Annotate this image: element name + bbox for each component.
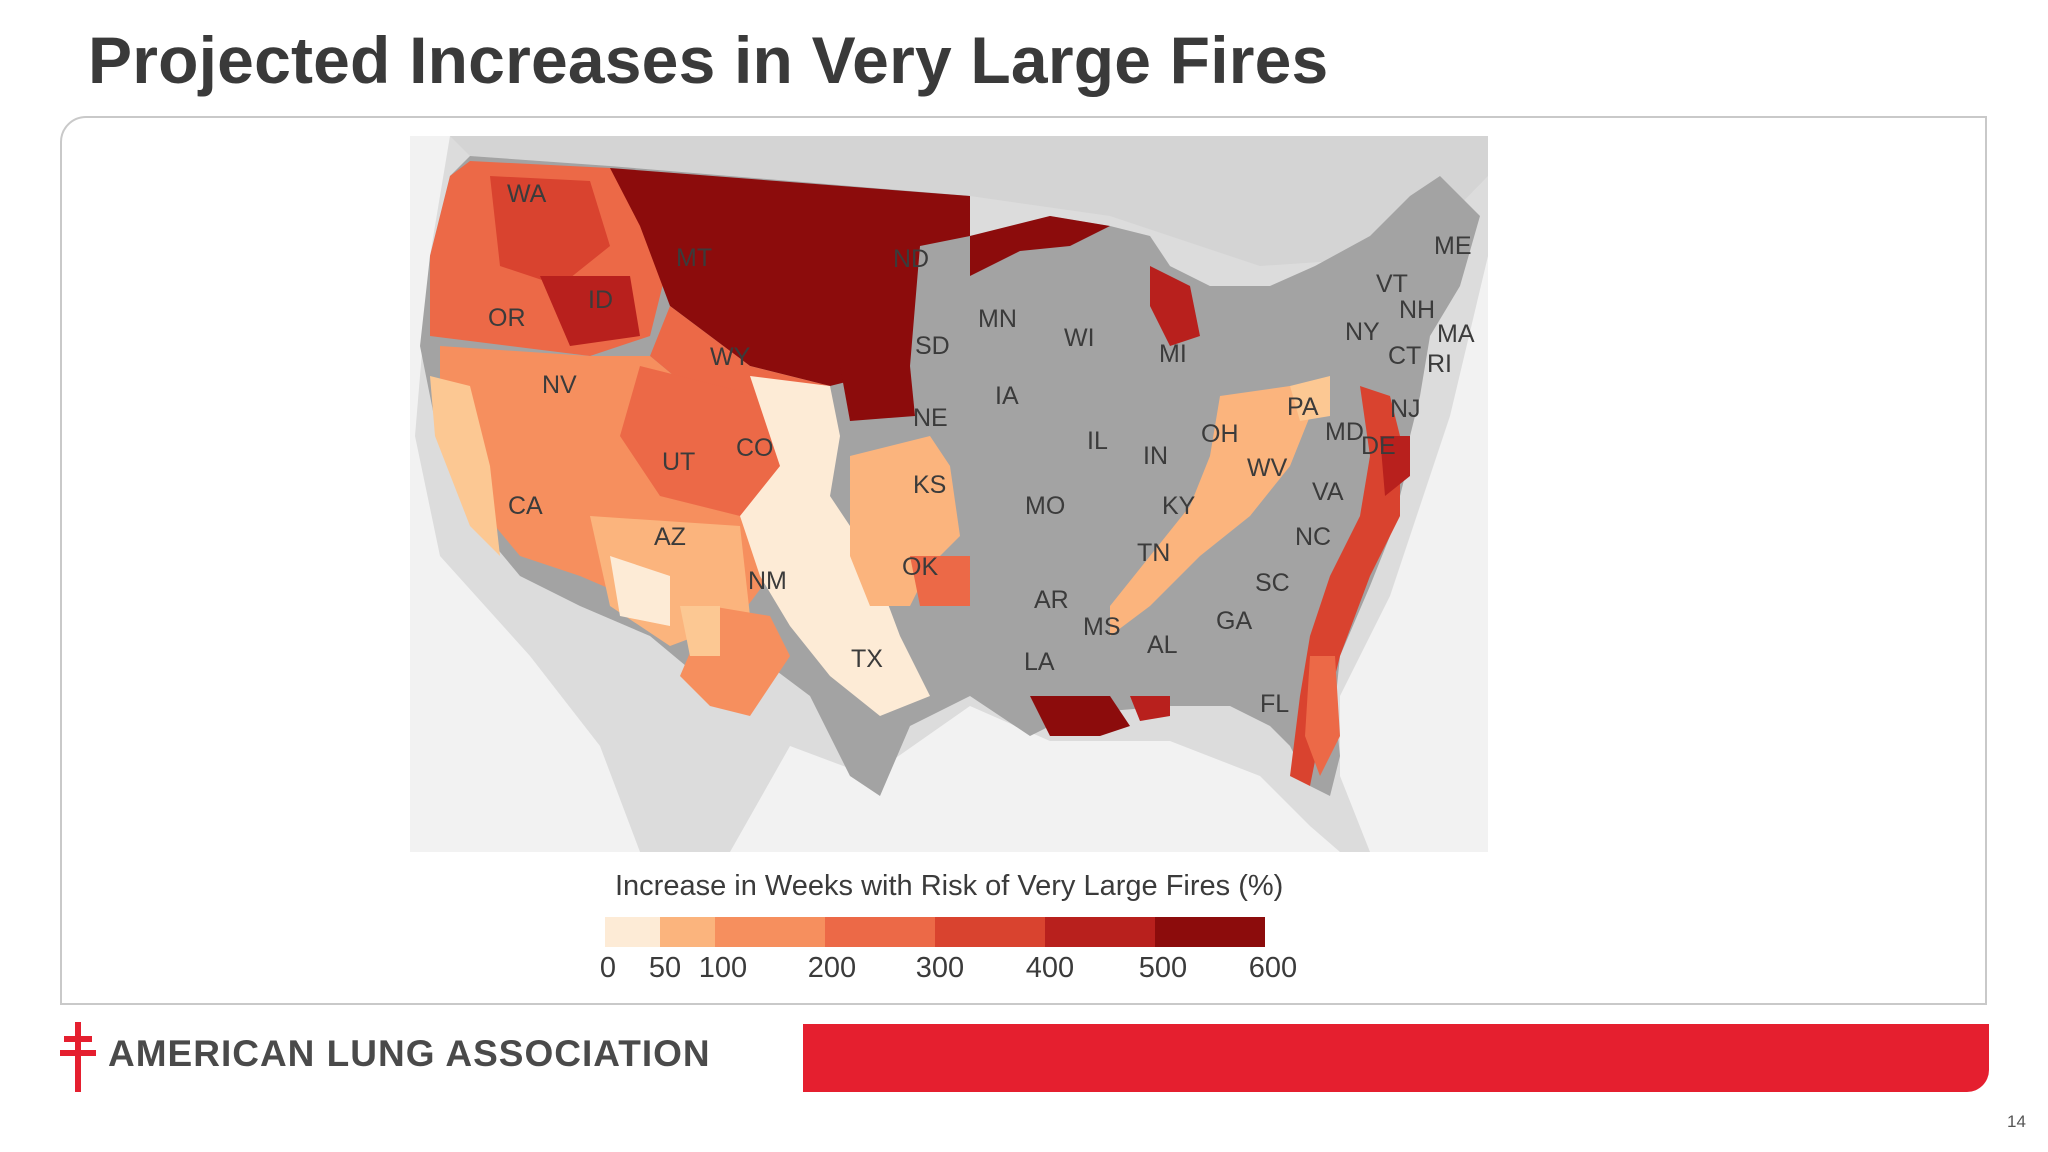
state-label-mi: MI xyxy=(1159,340,1187,368)
state-label-ny: NY xyxy=(1345,318,1380,346)
legend-tick-600: 600 xyxy=(1248,952,1298,984)
state-label-wa: WA xyxy=(507,180,547,208)
organization-name: AMERICAN LUNG ASSOCIATION xyxy=(108,1033,711,1074)
atlantic-ocean xyxy=(1340,256,1488,852)
legend-tick-300: 300 xyxy=(915,952,965,984)
state-label-ms: MS xyxy=(1083,613,1121,641)
double-barred-cross-icon xyxy=(60,1022,96,1092)
state-label-tn: TN xyxy=(1137,539,1170,567)
state-label-co: CO xyxy=(736,434,774,462)
state-label-az: AZ xyxy=(654,523,686,551)
state-label-nv: NV xyxy=(542,371,577,399)
legend-tick-400: 400 xyxy=(1025,952,1075,984)
legend-tick-50: 50 xyxy=(648,952,682,984)
legend-title: Increase in Weeks with Risk of Very Larg… xyxy=(615,870,1284,902)
gulf-of-mexico xyxy=(730,706,1340,852)
legend-tick-500: 500 xyxy=(1138,952,1188,984)
state-label-la: LA xyxy=(1024,648,1055,676)
canada-land xyxy=(450,136,1488,266)
state-label-wv: WV xyxy=(1247,454,1288,482)
state-label-tx: TX xyxy=(851,645,883,673)
legend-swatch-200-300 xyxy=(825,917,935,947)
pacific-ocean xyxy=(410,136,640,852)
fire-risk-regions xyxy=(430,161,1410,786)
state-label-de: DE xyxy=(1361,432,1396,460)
legend-swatch-0-50 xyxy=(605,917,660,947)
legend-tick-200: 200 xyxy=(807,952,857,984)
state-label-ca: CA xyxy=(508,492,543,520)
state-label-nh: NH xyxy=(1399,296,1435,324)
legend-swatch-50-100 xyxy=(660,917,715,947)
state-label-vt: VT xyxy=(1376,270,1408,298)
legend-swatch-400-500 xyxy=(1045,917,1155,947)
state-label-al: AL xyxy=(1147,631,1178,659)
state-label-mo: MO xyxy=(1025,492,1065,520)
legend-color-bar xyxy=(605,917,1265,947)
state-label-ma: MA xyxy=(1437,320,1475,348)
slide-title: Projected Increases in Very Large Fires xyxy=(88,23,1329,97)
state-label-id: ID xyxy=(588,286,613,314)
state-label-ne: NE xyxy=(913,404,948,432)
state-label-ia: IA xyxy=(995,382,1019,410)
state-label-me: ME xyxy=(1434,232,1472,260)
footer-brand-bar xyxy=(803,1024,1989,1092)
state-label-sc: SC xyxy=(1255,569,1290,597)
state-label-ct: CT xyxy=(1388,342,1421,370)
legend-tick-100: 100 xyxy=(698,952,748,984)
state-label-nj: NJ xyxy=(1390,395,1421,423)
state-label-in: IN xyxy=(1143,442,1168,470)
state-label-oh: OH xyxy=(1201,420,1239,448)
legend-swatch-500-600 xyxy=(1155,917,1265,947)
state-label-fl: FL xyxy=(1260,690,1289,718)
state-labels: WA OR ID MT ND ME VT NH MA NY CT RI MN W… xyxy=(488,180,1475,718)
state-label-sd: SD xyxy=(915,332,950,360)
state-label-wi: WI xyxy=(1064,324,1095,352)
state-label-mt: MT xyxy=(676,244,712,272)
state-label-md: MD xyxy=(1325,418,1364,446)
state-label-ar: AR xyxy=(1034,586,1069,614)
state-label-ok: OK xyxy=(902,553,938,581)
ala-logo: AMERICAN LUNG ASSOCIATION xyxy=(58,1022,711,1092)
state-label-mn: MN xyxy=(978,305,1017,333)
state-label-ks: KS xyxy=(913,471,946,499)
state-label-nm: NM xyxy=(748,567,787,595)
state-label-ut: UT xyxy=(662,448,695,476)
state-label-nd: ND xyxy=(893,245,929,273)
legend-swatch-100-200 xyxy=(715,917,825,947)
state-label-ri: RI xyxy=(1427,350,1452,378)
page-number: 14 xyxy=(2007,1112,2026,1131)
state-label-wy: WY xyxy=(710,343,751,371)
legend-swatch-300-400 xyxy=(935,917,1045,947)
state-label-ga: GA xyxy=(1216,607,1252,635)
legend-tick-0: 0 xyxy=(599,952,617,984)
state-label-ky: KY xyxy=(1162,492,1196,520)
state-label-or: OR xyxy=(488,304,526,332)
state-label-va: VA xyxy=(1312,478,1344,506)
state-label-il: IL xyxy=(1087,427,1108,455)
us-fire-risk-map: WA OR ID MT ND ME VT NH MA NY CT RI MN W… xyxy=(410,136,1488,852)
state-label-nc: NC xyxy=(1295,523,1331,551)
state-label-pa: PA xyxy=(1287,393,1319,421)
